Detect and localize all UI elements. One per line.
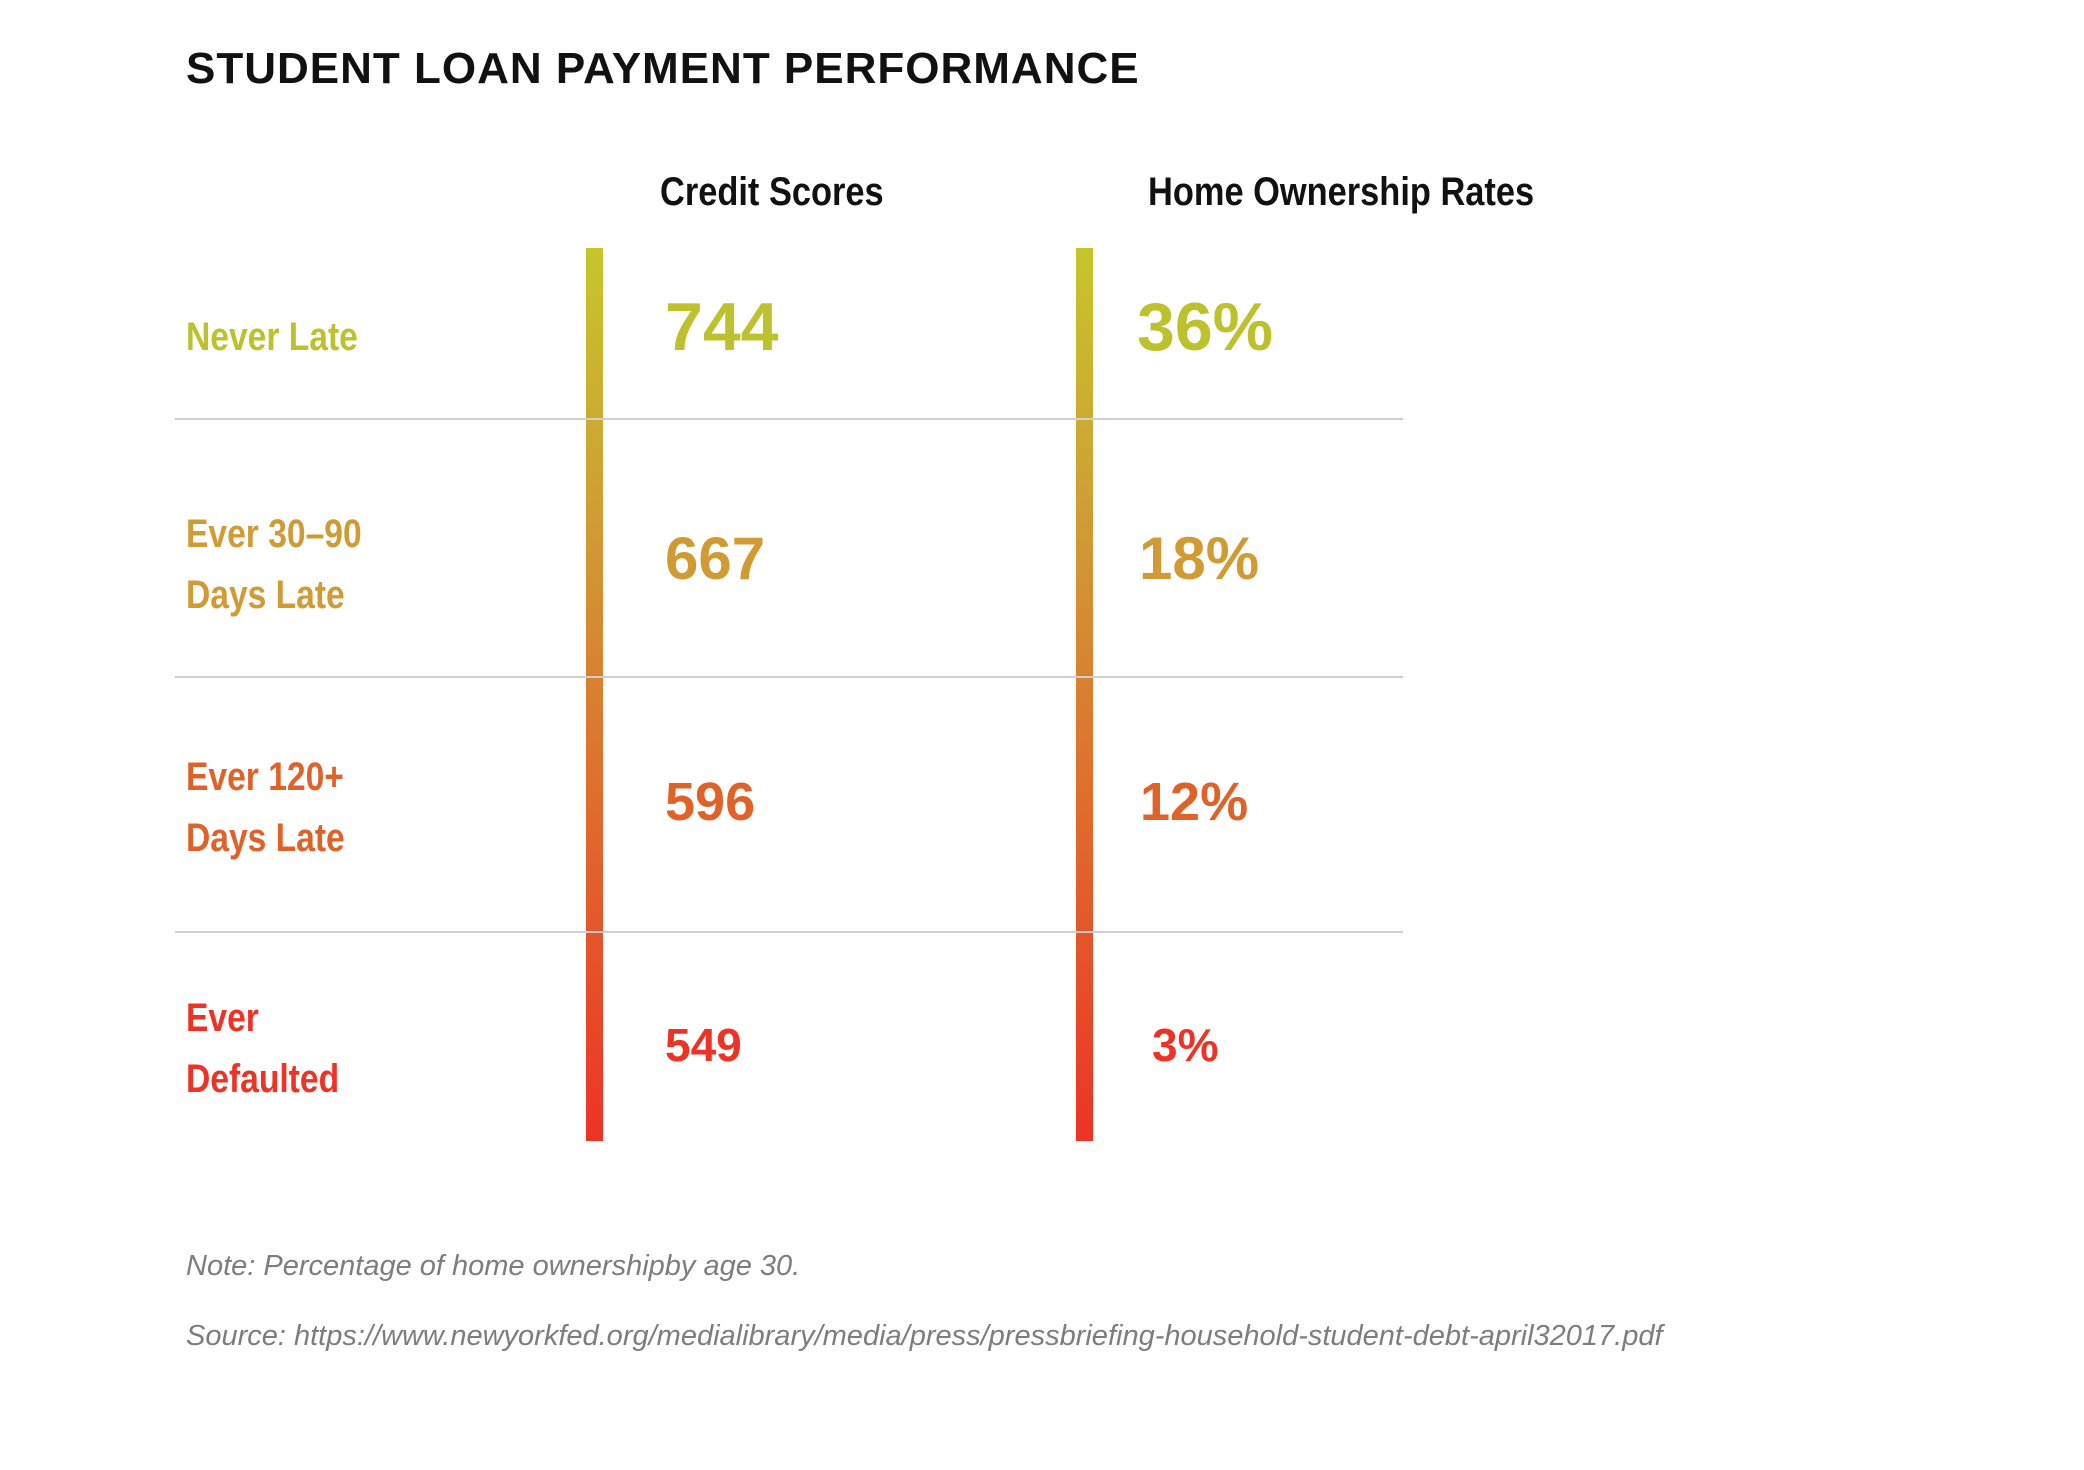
home-ownership-value-ever-30-90-days-late: 18%: [1139, 525, 1260, 592]
home-ownership-gradient-bar: [1076, 248, 1093, 1141]
row-label-ever-120-days-late: Ever 120+ Days Late: [186, 755, 345, 860]
column-header-credit-scores: Credit Scores: [660, 170, 884, 214]
row-label-ever-defaulted: Ever Defaulted: [186, 996, 340, 1101]
credit-score-value-ever-30-90-days-late: 667: [665, 525, 766, 592]
home-ownership-value-ever-defaulted: 3%: [1152, 1019, 1219, 1071]
row-label-ever-30-90-days-late: Ever 30–90 Days Late: [186, 512, 362, 617]
footnote: Note: Percentage of home ownershipby age…: [186, 1250, 801, 1282]
row-divider: [175, 931, 1403, 933]
row-divider: [175, 418, 1403, 420]
home-ownership-value-ever-120-days-late: 12%: [1140, 772, 1249, 832]
credit-scores-gradient-bar: [586, 248, 603, 1141]
column-header-home-ownership-rates: Home Ownership Rates: [1148, 170, 1535, 214]
credit-score-value-never-late: 744: [665, 289, 779, 365]
credit-score-value-ever-defaulted: 549: [665, 1019, 742, 1071]
source-note: Source: https://www.newyorkfed.org/media…: [186, 1320, 1663, 1352]
home-ownership-value-never-late: 36%: [1137, 289, 1274, 365]
chart-title: STUDENT LOAN PAYMENT PERFORMANCE: [186, 44, 1140, 93]
row-label-never-late: Never Late: [186, 315, 358, 359]
credit-score-value-ever-120-days-late: 596: [665, 772, 756, 832]
row-divider: [175, 676, 1403, 678]
